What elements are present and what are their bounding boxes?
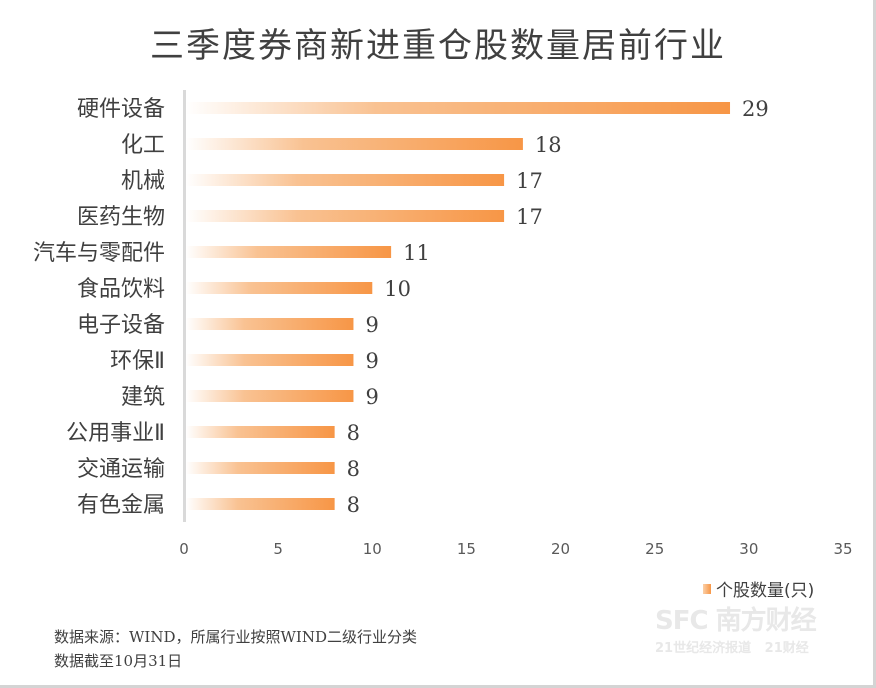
category-label: 医药生物: [77, 205, 165, 230]
y-axis-line: [183, 90, 186, 522]
source-line: 数据来源：WIND，所属行业按照WIND二级行业分类: [54, 628, 417, 646]
category-label: 食品饮料: [77, 277, 165, 302]
legend-swatch: [703, 583, 711, 594]
x-tick-label: 20: [551, 540, 570, 558]
data-label: 8: [347, 457, 360, 481]
category-label: 电子设备: [77, 313, 165, 338]
category-label: 汽车与零配件: [33, 241, 165, 266]
data-label: 10: [384, 277, 411, 301]
x-tick-label: 35: [833, 540, 852, 558]
cutoff-line: 数据截至10月31日: [54, 652, 183, 670]
category-label: 硬件设备: [77, 97, 165, 122]
data-label: 17: [516, 205, 543, 229]
watermark-logo: SFC 南方财经 21世纪经济报道 21财经: [655, 606, 817, 656]
bar: [186, 318, 354, 330]
data-label: 9: [365, 313, 378, 337]
bar: [186, 498, 335, 510]
bar: [186, 102, 731, 114]
category-label: 化工: [121, 133, 165, 158]
bar: [186, 282, 373, 294]
bar: [186, 210, 505, 222]
chart-title: 三季度券商新进重仓股数量居前行业: [150, 26, 726, 66]
bar: [186, 426, 335, 438]
legend: 个股数量(只): [703, 576, 814, 601]
category-label: 公用事业Ⅱ: [66, 421, 165, 446]
data-label: 9: [365, 349, 378, 373]
x-tick-label: 25: [645, 540, 664, 558]
bar: [186, 462, 335, 474]
bar: [186, 174, 505, 186]
category-label: 有色金属: [77, 493, 165, 518]
data-label: 9: [365, 385, 378, 409]
data-label: 18: [535, 133, 562, 157]
bar: [186, 246, 392, 258]
category-label: 交通运输: [77, 457, 165, 482]
x-tick-label: 15: [457, 540, 476, 558]
data-label: 8: [347, 493, 360, 517]
category-label: 环保Ⅱ: [110, 349, 165, 374]
data-label: 17: [516, 169, 543, 193]
bar: [186, 354, 354, 366]
x-tick-label: 10: [363, 540, 382, 558]
category-label: 建筑: [121, 385, 165, 410]
source-note: 数据来源：WIND，所属行业按照WIND二级行业分类 数据截至10月31日: [54, 625, 417, 673]
x-tick-label: 5: [273, 540, 283, 558]
x-tick-label: 30: [739, 540, 758, 558]
data-label: 8: [347, 421, 360, 445]
data-label: 29: [742, 97, 769, 121]
category-label: 机械: [121, 169, 165, 194]
x-tick-label: 0: [179, 540, 189, 558]
bar: [186, 390, 354, 402]
data-label: 11: [403, 241, 430, 265]
legend-label: 个股数量(只): [716, 581, 815, 601]
bar: [186, 138, 523, 150]
